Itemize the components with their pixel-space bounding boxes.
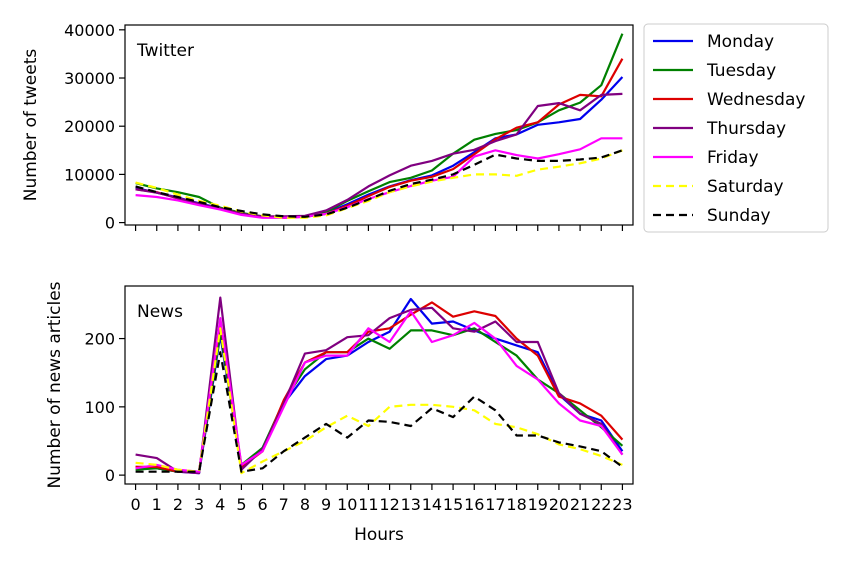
y-axis-label: Number of tweets (21, 49, 41, 202)
y-tick-label: 30000 (64, 69, 115, 88)
x-tick-label: 9 (321, 495, 331, 514)
x-tick-label: 13 (401, 495, 421, 514)
x-tick-label: 19 (528, 495, 548, 514)
series-line-sunday (135, 351, 624, 473)
x-tick-label: 3 (194, 495, 204, 514)
x-tick-label: 5 (236, 495, 246, 514)
y-tick-label: 20000 (64, 117, 115, 136)
legend-label: Monday (707, 32, 774, 52)
y-tick-label: 100 (84, 398, 115, 417)
axes-frame (124, 285, 634, 485)
x-tick-label: 6 (257, 495, 267, 514)
series-line-thursday (135, 296, 624, 475)
series-line-saturday (135, 327, 623, 475)
legend-label: Friday (707, 148, 759, 168)
y-tick-label: 0 (105, 466, 115, 485)
x-tick-label: 0 (130, 495, 140, 514)
x-tick-label: 1 (152, 495, 162, 514)
legend: Monday Tuesday Wednesday Thursday Friday Satu… (643, 23, 829, 233)
y-tick-label: 0 (105, 214, 115, 233)
y-tick-label: 40000 (64, 21, 115, 40)
panel-twitter: 0 10000 20000 30000 40000 Twitter Number of tw… (21, 21, 829, 233)
x-tick-label: 22 (591, 495, 611, 514)
legend-label: Wednesday (707, 90, 805, 110)
x-tick-label: 7 (279, 495, 289, 514)
series-line-saturday (135, 149, 623, 219)
legend-label: Thursday (706, 119, 786, 139)
x-tick-label: 4 (215, 495, 225, 514)
x-tick-label: 18 (506, 495, 526, 514)
x-tick-label: 11 (358, 495, 378, 514)
panel-title: News (137, 302, 183, 322)
legend-box (643, 23, 829, 233)
y-axis-label: Number of news articles (45, 281, 65, 488)
x-tick-label: 8 (300, 495, 310, 514)
series-line-wednesday (135, 58, 624, 219)
x-tick-label: 14 (422, 495, 442, 514)
x-tick-label: 16 (464, 495, 484, 514)
x-tick-label: 2 (173, 495, 183, 514)
x-tick-label: 20 (549, 495, 569, 514)
y-tick-label: 200 (84, 330, 115, 349)
x-tick-label: 21 (570, 495, 590, 514)
axes-frame (124, 24, 634, 226)
x-tick-label: 15 (443, 495, 463, 514)
legend-label: Sunday (707, 206, 771, 226)
legend-label: Saturday (707, 177, 784, 197)
x-tick-label: 10 (337, 495, 357, 514)
x-tick-label: 17 (485, 495, 505, 514)
series-line-sunday (135, 149, 623, 218)
x-axis-label: Hours (354, 525, 404, 545)
panel-title: Twitter (136, 41, 194, 61)
series-line-friday (135, 310, 624, 473)
x-tick-label: 12 (379, 495, 399, 514)
y-tick-label: 10000 (64, 165, 115, 184)
legend-label: Tuesday (706, 61, 776, 81)
x-tick-label: 23 (612, 495, 632, 514)
